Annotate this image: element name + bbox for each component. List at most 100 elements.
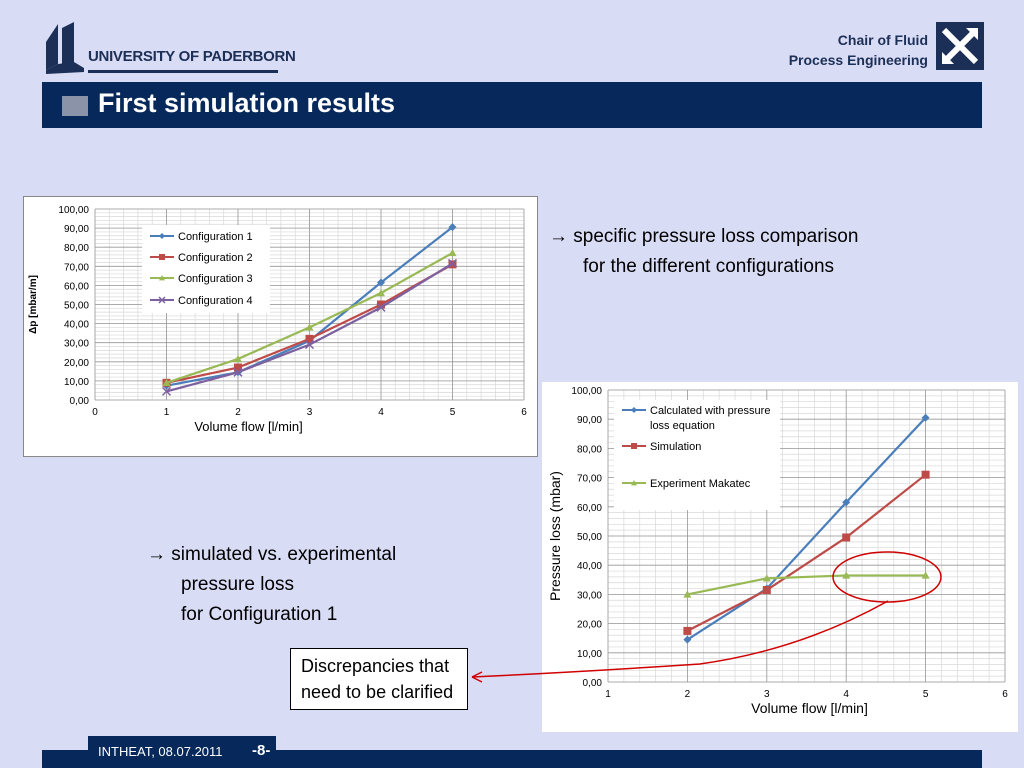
footer-text: INTHEAT, 08.07.2011 bbox=[98, 744, 223, 759]
y-tick-label: 80,00 bbox=[577, 444, 602, 455]
data-point bbox=[683, 590, 692, 598]
y-tick-label: 40,00 bbox=[64, 320, 89, 331]
y-tick-label: 20,00 bbox=[577, 620, 602, 631]
data-point bbox=[377, 300, 385, 309]
data-point bbox=[762, 574, 771, 582]
note-sim-vs-exp-line-2: pressure loss bbox=[181, 574, 294, 595]
legend-label: Experiment Makatec bbox=[650, 478, 751, 490]
legend-label: loss equation bbox=[650, 420, 715, 432]
data-point bbox=[234, 354, 242, 363]
y-tick-label: 50,00 bbox=[64, 301, 89, 312]
y-tick-label: 30,00 bbox=[577, 590, 602, 601]
chair-line-1: Chair of Fluid bbox=[837, 32, 928, 48]
footer-tab bbox=[88, 736, 276, 768]
x-tick-label: 1 bbox=[164, 407, 170, 418]
y-tick-label: 90,00 bbox=[577, 415, 602, 426]
data-point bbox=[842, 533, 851, 542]
callout-arrow-head bbox=[471, 671, 483, 683]
data-point bbox=[377, 278, 385, 287]
y-tick-label: 70,00 bbox=[577, 474, 602, 485]
legend-box bbox=[614, 400, 780, 510]
data-point bbox=[305, 334, 314, 343]
x-axis-label: Volume flow [l/min] bbox=[194, 419, 302, 434]
slide-title: First simulation results bbox=[98, 88, 396, 118]
y-tick-label: 30,00 bbox=[64, 339, 89, 350]
university-name: UNIVERSITY OF PADERBORN bbox=[88, 48, 296, 65]
data-point bbox=[161, 386, 172, 396]
y-tick-label: 60,00 bbox=[64, 281, 89, 292]
footer-bar bbox=[42, 750, 982, 768]
y-tick-label: 0,00 bbox=[583, 678, 603, 689]
x-tick-label: 2 bbox=[235, 407, 241, 418]
data-point bbox=[305, 323, 314, 331]
y-tick-label: 10,00 bbox=[64, 377, 89, 388]
data-point bbox=[377, 289, 385, 297]
data-point bbox=[447, 258, 458, 268]
legend-marker bbox=[159, 254, 165, 260]
chair-name: Chair of Fluid Process Engineering bbox=[789, 30, 928, 70]
legend-marker bbox=[631, 407, 637, 413]
y-tick-label: 60,00 bbox=[577, 503, 602, 514]
legend-marker bbox=[631, 480, 637, 486]
chart-configurations-svg: 0,00 10,00 20,00 30,00 40,00 50,00 60,00 70,00 8… bbox=[28, 205, 527, 434]
x-tick-label: 5 bbox=[450, 407, 456, 418]
callout-line-1: Discrepancies that bbox=[301, 656, 450, 676]
x-tick-label: 6 bbox=[1002, 689, 1008, 700]
data-point bbox=[762, 586, 771, 595]
note-comparison-line-2: for the different configurations bbox=[583, 256, 835, 277]
y-tick-label: 100,00 bbox=[58, 205, 89, 216]
note-sim-vs-exp-line-3: for Configuration 1 bbox=[181, 604, 338, 625]
legend-label: Configuration 1 bbox=[178, 231, 253, 243]
y-tick-label: 90,00 bbox=[64, 224, 89, 235]
y-tick-label: 70,00 bbox=[64, 262, 89, 273]
university-underline bbox=[88, 70, 278, 73]
y-axis-label: Δp [mbar/m] bbox=[28, 275, 39, 334]
y-tick-label: 10,00 bbox=[577, 649, 602, 660]
chair-line-2: Process Engineering bbox=[788, 52, 928, 68]
chart-configurations: 0,00 10,00 20,00 30,00 40,00 50,00 60,00 70,00 8… bbox=[23, 196, 538, 457]
data-point bbox=[376, 302, 386, 312]
x-tick-label: 0 bbox=[92, 407, 98, 418]
chart-sim-vs-experiment: 0,00 10,00 20,00 30,00 40,00 50,00 60,00 70,00 8… bbox=[542, 382, 1018, 732]
legend-label: Configuration 2 bbox=[178, 252, 253, 264]
callout-line-2: need to be clarified bbox=[301, 682, 454, 702]
university-logo bbox=[46, 22, 84, 74]
x-tick-label: 1 bbox=[605, 689, 611, 700]
y-tick-label: 100,00 bbox=[571, 386, 602, 397]
y-axis-label: Pressure loss (mbar) bbox=[547, 471, 563, 601]
chart-sim-vs-experiment-svg: 0,00 10,00 20,00 30,00 40,00 50,00 60,00 70,00 8… bbox=[547, 386, 1008, 716]
legend-marker bbox=[631, 443, 637, 449]
legend-label: Configuration 4 bbox=[178, 295, 253, 307]
data-point bbox=[921, 413, 930, 422]
x-tick-label: 6 bbox=[521, 407, 527, 418]
y-tick-label: 20,00 bbox=[64, 358, 89, 369]
data-point bbox=[233, 367, 243, 377]
legend-marker bbox=[158, 296, 166, 304]
x-tick-label: 3 bbox=[307, 407, 313, 418]
y-tick-label: 40,00 bbox=[577, 561, 602, 572]
legend-label: Configuration 3 bbox=[178, 273, 253, 285]
arrow-box-icon bbox=[62, 96, 88, 116]
data-point bbox=[448, 223, 457, 232]
data-point bbox=[162, 378, 171, 387]
series-line bbox=[687, 574, 926, 596]
data-point bbox=[921, 470, 930, 479]
data-point bbox=[234, 363, 242, 372]
x-tick-label: 4 bbox=[843, 689, 849, 700]
legend-marker bbox=[159, 275, 165, 281]
y-tick-label: 80,00 bbox=[64, 243, 89, 254]
legend-label: Simulation bbox=[650, 441, 701, 453]
x-tick-label: 2 bbox=[685, 689, 691, 700]
data-point bbox=[683, 626, 692, 635]
x-tick-label: 3 bbox=[764, 689, 770, 700]
note-comparison: → specific pressure loss comparison for … bbox=[549, 222, 858, 282]
y-tick-label: 0,00 bbox=[70, 396, 90, 407]
legend-label: Calculated with pressure bbox=[650, 405, 770, 417]
y-tick-label: 50,00 bbox=[577, 532, 602, 543]
data-point bbox=[304, 340, 315, 350]
x-tick-label: 4 bbox=[378, 407, 384, 418]
x-tick-label: 5 bbox=[923, 689, 929, 700]
note-sim-vs-exp: → simulated vs. experimental pressure lo… bbox=[147, 540, 396, 630]
chair-logo bbox=[936, 22, 984, 70]
data-point bbox=[842, 498, 851, 507]
